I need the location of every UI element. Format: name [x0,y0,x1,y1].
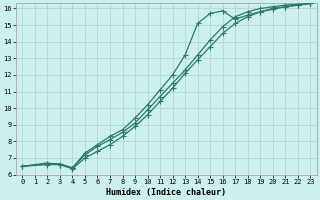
X-axis label: Humidex (Indice chaleur): Humidex (Indice chaleur) [106,188,226,197]
